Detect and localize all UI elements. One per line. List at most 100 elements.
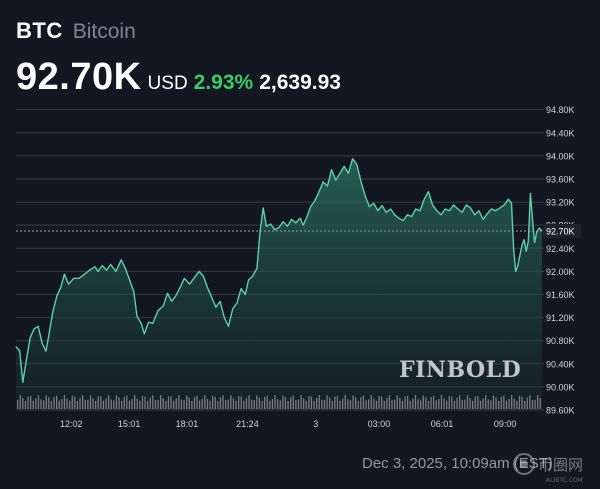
volume-bar bbox=[82, 395, 84, 409]
volume-bar bbox=[76, 400, 79, 409]
volume-bar bbox=[485, 395, 487, 409]
volume-bar bbox=[157, 399, 159, 409]
volume-bar bbox=[513, 398, 515, 409]
volume-bar bbox=[271, 398, 274, 409]
volume-bar bbox=[290, 397, 292, 409]
volume-bar bbox=[204, 395, 206, 409]
volume-bar bbox=[422, 395, 424, 409]
volume-bar bbox=[95, 400, 97, 409]
volume-bar bbox=[305, 400, 307, 409]
volume-bar bbox=[284, 397, 287, 409]
volume-bar bbox=[394, 399, 396, 409]
volume-bar bbox=[152, 395, 154, 409]
volume-bar bbox=[201, 398, 203, 409]
volume-bar bbox=[219, 397, 222, 409]
y-tick-label: 90.00K bbox=[546, 382, 575, 392]
ticker-symbol: BTC bbox=[16, 18, 63, 43]
volume-bar bbox=[399, 397, 401, 409]
current-price: 92.70K bbox=[16, 56, 142, 98]
volume-bar bbox=[170, 396, 172, 409]
volume-bar bbox=[318, 395, 320, 409]
price-header: 92.70K USD 2.93% 2,639.93 bbox=[16, 56, 341, 99]
volume-bar bbox=[448, 395, 450, 409]
volume-bar bbox=[66, 398, 68, 409]
volume-bar bbox=[492, 395, 495, 409]
y-tick-label: 90.40K bbox=[546, 359, 575, 369]
volume-bar bbox=[534, 399, 536, 409]
volume-bar bbox=[407, 396, 409, 409]
volume-bar bbox=[121, 401, 123, 409]
volume-bar bbox=[511, 395, 513, 409]
volume-bar bbox=[40, 399, 42, 409]
volume-bar bbox=[89, 395, 92, 409]
volume-bar bbox=[357, 401, 359, 409]
volume-bar bbox=[344, 395, 346, 409]
current-price-label: 92.70K bbox=[546, 226, 575, 236]
x-tick-label: 18:01 bbox=[176, 419, 199, 429]
volume-bar bbox=[321, 399, 323, 409]
volume-bar bbox=[35, 398, 37, 409]
y-tick-label: 91.60K bbox=[546, 290, 575, 300]
volume-bar bbox=[126, 395, 128, 409]
volume-bar bbox=[27, 396, 29, 409]
volume-bar bbox=[277, 399, 279, 409]
volume-bar bbox=[238, 396, 240, 409]
volume-bar bbox=[19, 395, 21, 409]
volume-bar bbox=[365, 400, 367, 409]
volume-bar bbox=[409, 400, 411, 409]
volume-bar bbox=[430, 397, 432, 409]
volume-bar bbox=[472, 400, 474, 409]
volume-bar bbox=[347, 399, 349, 409]
volume-bar bbox=[339, 400, 341, 409]
volume-bar bbox=[539, 398, 541, 409]
volume-bar bbox=[508, 399, 510, 409]
volume-bar bbox=[435, 400, 437, 409]
volume-bar bbox=[261, 401, 263, 409]
volume-bar bbox=[131, 399, 133, 409]
volume-bar bbox=[209, 400, 211, 409]
volume-bar bbox=[479, 400, 482, 409]
volume-bar bbox=[383, 400, 385, 409]
volume-bar bbox=[495, 397, 497, 409]
volume-bar bbox=[323, 399, 326, 409]
volume-bar bbox=[420, 400, 422, 409]
volume-bar bbox=[303, 398, 305, 409]
volume-bar bbox=[417, 399, 419, 409]
svg-text:币圈网: 币圈网 bbox=[538, 456, 583, 474]
volume-bar bbox=[381, 396, 383, 409]
volume-bar bbox=[92, 398, 94, 409]
volume-bar bbox=[53, 397, 55, 409]
volume-bar bbox=[391, 399, 393, 409]
volume-bar bbox=[251, 399, 253, 409]
volume-bar bbox=[349, 400, 352, 409]
volume-bar bbox=[326, 395, 328, 409]
volume-bar bbox=[134, 395, 136, 409]
volume-bar bbox=[521, 396, 523, 409]
volume-bar bbox=[61, 399, 63, 409]
volume-bar bbox=[464, 399, 466, 409]
volume-bar bbox=[386, 397, 388, 409]
volume-bar bbox=[102, 400, 105, 409]
volume-bar bbox=[196, 395, 198, 409]
svg-text:ALIBTC.COM: ALIBTC.COM bbox=[546, 477, 583, 484]
volume-bar bbox=[212, 395, 214, 409]
y-tick-label: 94.80K bbox=[546, 105, 575, 115]
volume-bar bbox=[310, 396, 313, 409]
volume-bar bbox=[373, 398, 375, 409]
volume-bar bbox=[141, 395, 144, 409]
volume-bar bbox=[295, 400, 297, 409]
volume-bar bbox=[258, 397, 261, 409]
volume-bar bbox=[74, 396, 76, 409]
volume-bar bbox=[186, 395, 188, 409]
volume-bar bbox=[225, 400, 227, 409]
volume-bar bbox=[524, 401, 526, 409]
volume-bar bbox=[45, 395, 47, 409]
volume-bar bbox=[266, 395, 268, 409]
volume-bar bbox=[123, 396, 125, 409]
volume-bar bbox=[191, 401, 193, 409]
volume-bar bbox=[474, 396, 476, 409]
volume-bar bbox=[217, 401, 219, 409]
volume-bar bbox=[274, 395, 276, 409]
volume-bar bbox=[282, 395, 284, 409]
